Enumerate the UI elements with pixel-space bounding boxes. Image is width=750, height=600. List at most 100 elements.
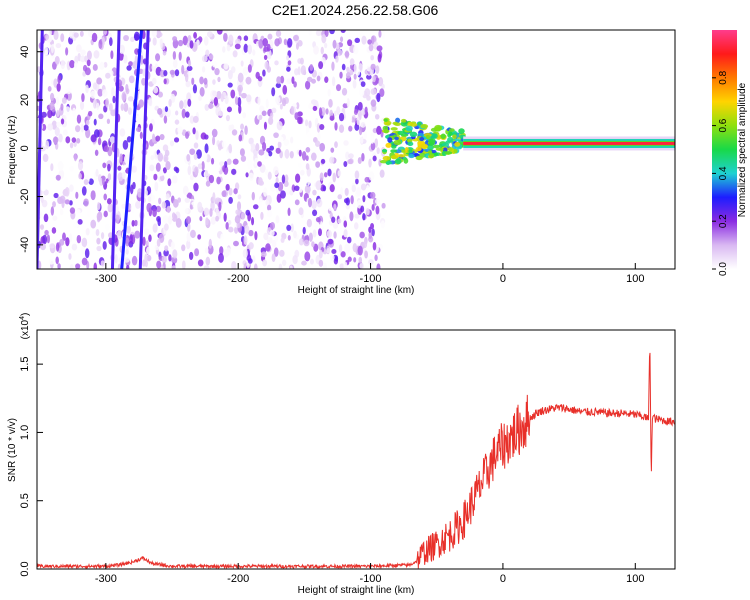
noise-cell <box>145 240 149 248</box>
noise-cell <box>105 72 111 79</box>
noise-cell <box>275 215 280 224</box>
noise-cell <box>121 91 127 102</box>
noise-cell <box>310 258 314 265</box>
noise-cell <box>123 257 130 263</box>
noise-cell <box>340 186 344 197</box>
noise-cell <box>349 64 354 70</box>
noise-cell <box>162 214 169 224</box>
noise-cell <box>203 97 207 107</box>
signal-cell <box>415 155 423 161</box>
noise-cell <box>131 220 135 227</box>
noise-cell <box>290 105 295 115</box>
noise-cell <box>304 184 311 194</box>
signal-cell <box>420 143 428 150</box>
noise-cell <box>243 35 249 42</box>
noise-cell <box>130 202 135 213</box>
noise-cell <box>45 140 50 150</box>
noise-cell <box>372 155 377 162</box>
noise-cell <box>267 33 273 40</box>
signal-cell <box>415 146 422 152</box>
noise-cell <box>356 199 363 209</box>
noise-cell <box>142 236 146 247</box>
noise-cell <box>375 65 380 74</box>
noise-cell <box>235 209 240 215</box>
noise-cell <box>55 43 62 49</box>
noise-cell <box>320 46 324 55</box>
noise-cell <box>196 149 202 159</box>
noise-cell <box>102 89 108 98</box>
noise-cell <box>152 208 157 217</box>
noise-cell <box>56 121 62 128</box>
noise-cell <box>341 87 348 96</box>
noise-cell <box>65 237 70 247</box>
noise-cell <box>163 70 168 77</box>
noise-cell <box>123 164 127 171</box>
noise-cell <box>305 147 311 153</box>
noise-cell <box>75 125 81 133</box>
noise-cell <box>331 248 337 254</box>
noise-cell <box>62 232 66 242</box>
noise-cell <box>129 234 133 244</box>
noise-cell <box>127 107 133 115</box>
noise-cell <box>75 263 81 269</box>
noise-cell <box>48 56 53 64</box>
noise-cell <box>167 178 172 187</box>
noise-cell <box>371 203 375 211</box>
noise-cell <box>103 210 108 218</box>
noise-cell <box>40 111 47 118</box>
noise-cell <box>266 43 271 52</box>
noise-cell <box>365 207 370 216</box>
noise-cell <box>184 197 191 203</box>
noise-cell <box>208 174 215 184</box>
noise-cell <box>215 215 219 222</box>
noise-cell <box>364 250 368 259</box>
noise-cell <box>246 94 252 103</box>
noise-cell <box>308 138 314 144</box>
signal-cell <box>434 124 443 131</box>
noise-cell <box>79 55 86 63</box>
noise-cell <box>247 258 253 264</box>
noise-cell <box>374 138 379 148</box>
noise-cell <box>55 256 59 265</box>
noise-cell <box>239 148 245 157</box>
noise-cell <box>79 101 85 111</box>
noise-cell <box>50 206 55 216</box>
noise-cell <box>360 205 365 213</box>
noise-cell <box>153 86 159 94</box>
noise-cell <box>361 152 365 162</box>
noise-cell <box>334 256 339 262</box>
signal-cell <box>408 149 413 154</box>
noise-cell <box>245 209 251 216</box>
y-tick-label: -40 <box>19 237 31 253</box>
noise-cell <box>221 140 227 148</box>
noise-cell <box>60 59 66 70</box>
noise-cell <box>187 98 192 107</box>
noise-cell <box>270 112 274 119</box>
noise-cell <box>262 259 268 267</box>
noise-cell <box>119 44 125 55</box>
carrier-band-core <box>463 141 675 145</box>
signal-cell <box>454 142 461 147</box>
noise-cell <box>295 173 301 183</box>
noise-cell <box>358 127 363 136</box>
signal-cell <box>444 151 453 155</box>
noise-cell <box>164 149 170 157</box>
noise-cell <box>233 240 239 247</box>
noise-cell <box>339 263 345 269</box>
noise-cell <box>271 107 277 114</box>
colorbar-tick-label: 0.6 <box>718 118 729 132</box>
noise-cell <box>109 37 113 47</box>
signal-cell <box>392 121 399 125</box>
signal-cell <box>448 131 453 137</box>
noise-cell <box>165 193 170 200</box>
noise-cell <box>54 127 60 137</box>
signal-cell <box>420 124 429 129</box>
noise-cell <box>137 220 141 227</box>
noise-cell <box>59 195 66 204</box>
noise-cell <box>132 146 137 153</box>
noise-cell <box>220 233 224 242</box>
noise-cell <box>188 251 194 261</box>
noise-cell <box>231 168 237 175</box>
noise-cell <box>216 90 222 100</box>
colorbar-tick-label: 0.0 <box>718 262 729 276</box>
